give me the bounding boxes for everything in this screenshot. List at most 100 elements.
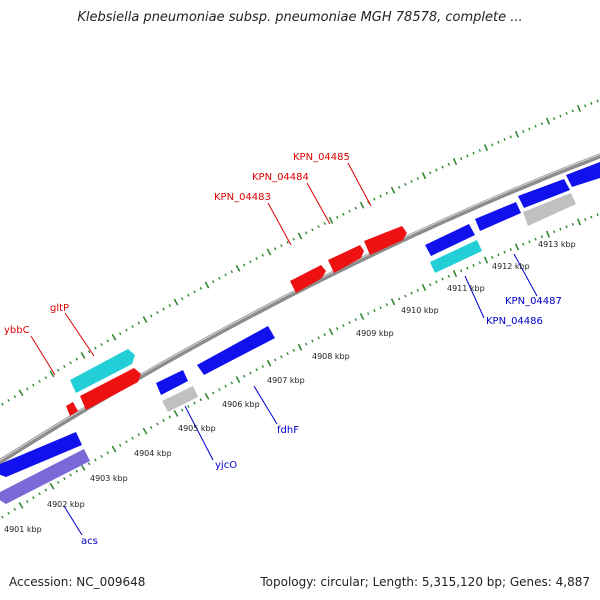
inner-scale-tick xyxy=(534,237,537,241)
gene-KPN_04487-pseudo-feature[interactable] xyxy=(523,193,576,226)
gene-acs-upstream-feature[interactable] xyxy=(0,432,82,477)
inner-scale-tick xyxy=(125,440,128,444)
inner-scale-tick xyxy=(522,242,525,246)
inner-scale-tick xyxy=(242,374,246,378)
scale-label: 4902 kbp xyxy=(47,500,85,509)
inner-scale-tick xyxy=(328,328,334,336)
gene-KPN_04486-feature[interactable] xyxy=(425,224,475,256)
outer-scale-tick xyxy=(118,332,122,336)
inner-scale-tick xyxy=(528,240,531,244)
outer-scale-tick xyxy=(44,376,48,380)
inner-scale-tick xyxy=(390,298,396,306)
gene-label-gltP[interactable]: gltP xyxy=(50,303,69,314)
outer-scale-tick xyxy=(100,343,103,346)
outer-scale-tick xyxy=(137,321,141,325)
outer-scale-tick xyxy=(421,172,427,180)
gene-gltP-feature[interactable] xyxy=(80,368,141,410)
inner-scale-tick xyxy=(273,358,277,362)
outer-scale-tick xyxy=(131,325,134,329)
outer-scale-tick xyxy=(211,280,215,284)
inner-scale-tick xyxy=(235,376,241,384)
inner-scale-tick xyxy=(509,248,512,251)
gene-fdhF-feature[interactable] xyxy=(197,326,275,375)
inner-scale-tick xyxy=(379,306,382,310)
inner-scale-tick xyxy=(100,454,103,458)
gene-ybbC-feature[interactable] xyxy=(66,402,78,416)
inner-scale-tick xyxy=(162,418,165,422)
gene-label-KPN_04484[interactable]: KPN_04484 xyxy=(252,172,309,183)
gene-downstream-2-feature[interactable] xyxy=(566,162,600,187)
inner-scale-tick xyxy=(224,384,227,388)
outer-scale-tick xyxy=(261,253,265,257)
scale-label: 4904 kbp xyxy=(134,449,172,458)
gene-KPN_04483-feature[interactable] xyxy=(290,265,326,293)
outer-scale-tick xyxy=(311,228,314,232)
inner-scale-tick xyxy=(354,318,357,322)
gene-label-KPN_04485[interactable]: KPN_04485 xyxy=(293,152,350,163)
gene-acs-operon-feature[interactable] xyxy=(0,449,90,504)
inner-scale-tick xyxy=(131,436,134,440)
inner-scale-tick xyxy=(168,415,172,419)
gene-gltP-rna-feature[interactable] xyxy=(70,349,135,393)
gene-label-KPN_04487[interactable]: KPN_04487 xyxy=(505,296,562,307)
inner-scale-tick xyxy=(49,482,55,490)
outer-scale-tick xyxy=(193,290,196,294)
gene-label-yjcO[interactable]: yjcO xyxy=(215,460,237,471)
gene-yjcO-feature[interactable] xyxy=(156,370,188,395)
gene-label-KPN_04486[interactable]: KPN_04486 xyxy=(486,316,543,327)
gene-label-acs[interactable]: acs xyxy=(81,536,98,547)
outer-scale-tick xyxy=(168,304,172,308)
inner-scale-tick xyxy=(359,313,365,321)
scale-label: 4912 kbp xyxy=(492,262,530,271)
inner-scale-tick xyxy=(404,294,407,298)
leader-yjcO xyxy=(184,405,214,461)
gene-label-ybbC[interactable]: ybbC xyxy=(4,325,30,336)
label-leaders xyxy=(30,162,538,536)
outer-scale-tick xyxy=(478,148,481,152)
outer-scale-tick xyxy=(576,104,582,112)
inner-scale-tick xyxy=(590,215,593,219)
outer-scale-tick xyxy=(286,240,289,244)
outer-scale-tick xyxy=(323,221,327,225)
inner-scale-tick xyxy=(230,381,234,385)
outer-scale-tick xyxy=(156,311,159,314)
outer-scale-tick xyxy=(230,270,234,274)
inner-scale-tick xyxy=(317,336,320,340)
inner-scale-tick xyxy=(69,473,72,477)
inner-scale-tick xyxy=(187,405,190,409)
inner-scale-tick xyxy=(503,250,506,254)
outer-scale-tick xyxy=(416,177,419,181)
outer-scale-tick xyxy=(328,216,334,224)
outer-scale-tick xyxy=(354,206,357,210)
gene-label-fdhF[interactable]: fdhF xyxy=(277,425,299,436)
outer-scale-tick xyxy=(534,124,537,128)
genome-backbone-highlight xyxy=(0,153,600,461)
gene-label-KPN_04483[interactable]: KPN_04483 xyxy=(214,192,271,203)
accession-text: Accession: NC_009648 xyxy=(9,575,146,589)
outer-scale-tick xyxy=(491,143,494,147)
outer-scale-tick xyxy=(373,197,376,201)
gene-KPN_04484-feature[interactable] xyxy=(328,245,364,273)
inner-scale-tick xyxy=(180,408,184,412)
inner-scale-tick xyxy=(255,368,258,372)
inner-scale-tick xyxy=(118,443,122,447)
inner-scale-tick xyxy=(576,218,582,226)
inner-scale-tick xyxy=(571,222,574,226)
gene-KPN_04487-feature[interactable] xyxy=(475,202,521,231)
outer-scale-tick xyxy=(528,127,531,131)
gene-KPN_04486-rna-feature[interactable] xyxy=(430,240,482,273)
outer-scale-tick xyxy=(452,157,458,166)
outer-scale-tick xyxy=(75,357,79,361)
gene-KPN_04485-feature[interactable] xyxy=(364,226,407,255)
gene-yjcO-pseudo-feature[interactable] xyxy=(162,386,198,412)
inner-scale-tick xyxy=(249,371,252,375)
inner-scale-tick xyxy=(584,218,587,221)
gene-downstream-1-feature[interactable] xyxy=(518,179,570,208)
outer-scale-tick xyxy=(596,99,599,103)
outer-scale-tick xyxy=(565,111,568,115)
outer-scale-tick xyxy=(559,114,562,118)
inner-scale-tick xyxy=(342,324,345,328)
inner-scale-tick xyxy=(261,364,265,368)
inner-scale-tick xyxy=(540,235,543,239)
inner-scale-tick xyxy=(7,511,10,515)
